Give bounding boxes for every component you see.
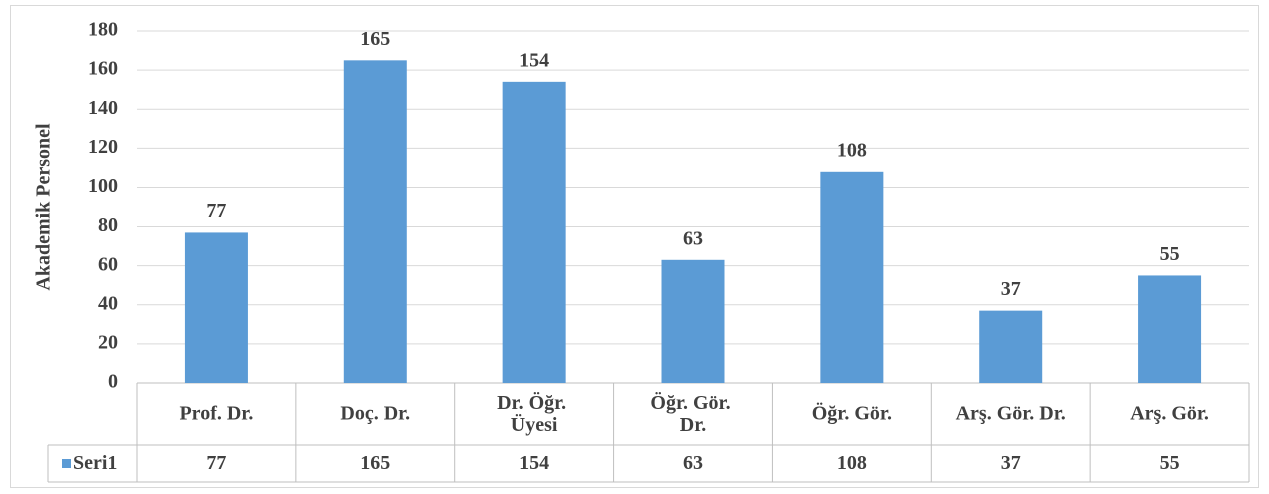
bar xyxy=(820,171,884,383)
x-tick-label: Dr. Öğr. Üyesi xyxy=(497,391,571,436)
y-tick-label: 180 xyxy=(88,19,118,41)
data-label: 154 xyxy=(519,49,549,71)
y-tick-label: 100 xyxy=(88,175,118,197)
y-tick-label: 40 xyxy=(98,292,118,314)
y-tick-label: 160 xyxy=(88,58,118,80)
x-tick-label: Arş. Gör. Dr. xyxy=(956,403,1066,425)
data-label: 37 xyxy=(1001,278,1021,300)
x-tick-label: Arş. Gör. xyxy=(1130,403,1209,425)
y-tick-label: 140 xyxy=(88,97,118,119)
legend-key xyxy=(62,459,71,468)
y-tick-label: 120 xyxy=(88,136,118,158)
y-axis-title: Akademik Personel xyxy=(33,123,55,291)
table-value: 55 xyxy=(1160,452,1180,474)
bar xyxy=(1138,275,1202,383)
x-tick-label: Öğr. Gör. xyxy=(812,402,892,425)
data-label: 55 xyxy=(1160,243,1180,265)
y-tick-label: 60 xyxy=(98,253,118,275)
x-tick-label: Prof. Dr. xyxy=(179,403,253,425)
y-tick-label: 0 xyxy=(108,371,118,393)
bar xyxy=(184,232,248,383)
data-label: 165 xyxy=(360,28,390,50)
data-label: 77 xyxy=(206,200,226,222)
legend-label: Seri1 xyxy=(73,452,117,474)
data-label: 63 xyxy=(683,227,703,249)
data-label: 108 xyxy=(837,139,867,161)
bar xyxy=(502,81,566,383)
x-tick-label: Doç. Dr. xyxy=(340,403,410,425)
table-value: 165 xyxy=(360,452,390,474)
y-tick-label: 20 xyxy=(98,331,118,353)
table-value: 37 xyxy=(1001,452,1021,474)
table-value: 77 xyxy=(206,452,226,474)
table-value: 63 xyxy=(683,452,703,474)
table-value: 154 xyxy=(519,452,549,474)
x-tick-label: Öğr. Gör. Dr. xyxy=(650,391,735,436)
y-tick-label: 80 xyxy=(98,214,118,236)
table-value: 108 xyxy=(837,452,867,474)
bar xyxy=(661,259,725,383)
bar xyxy=(343,60,407,383)
bar xyxy=(979,310,1043,383)
